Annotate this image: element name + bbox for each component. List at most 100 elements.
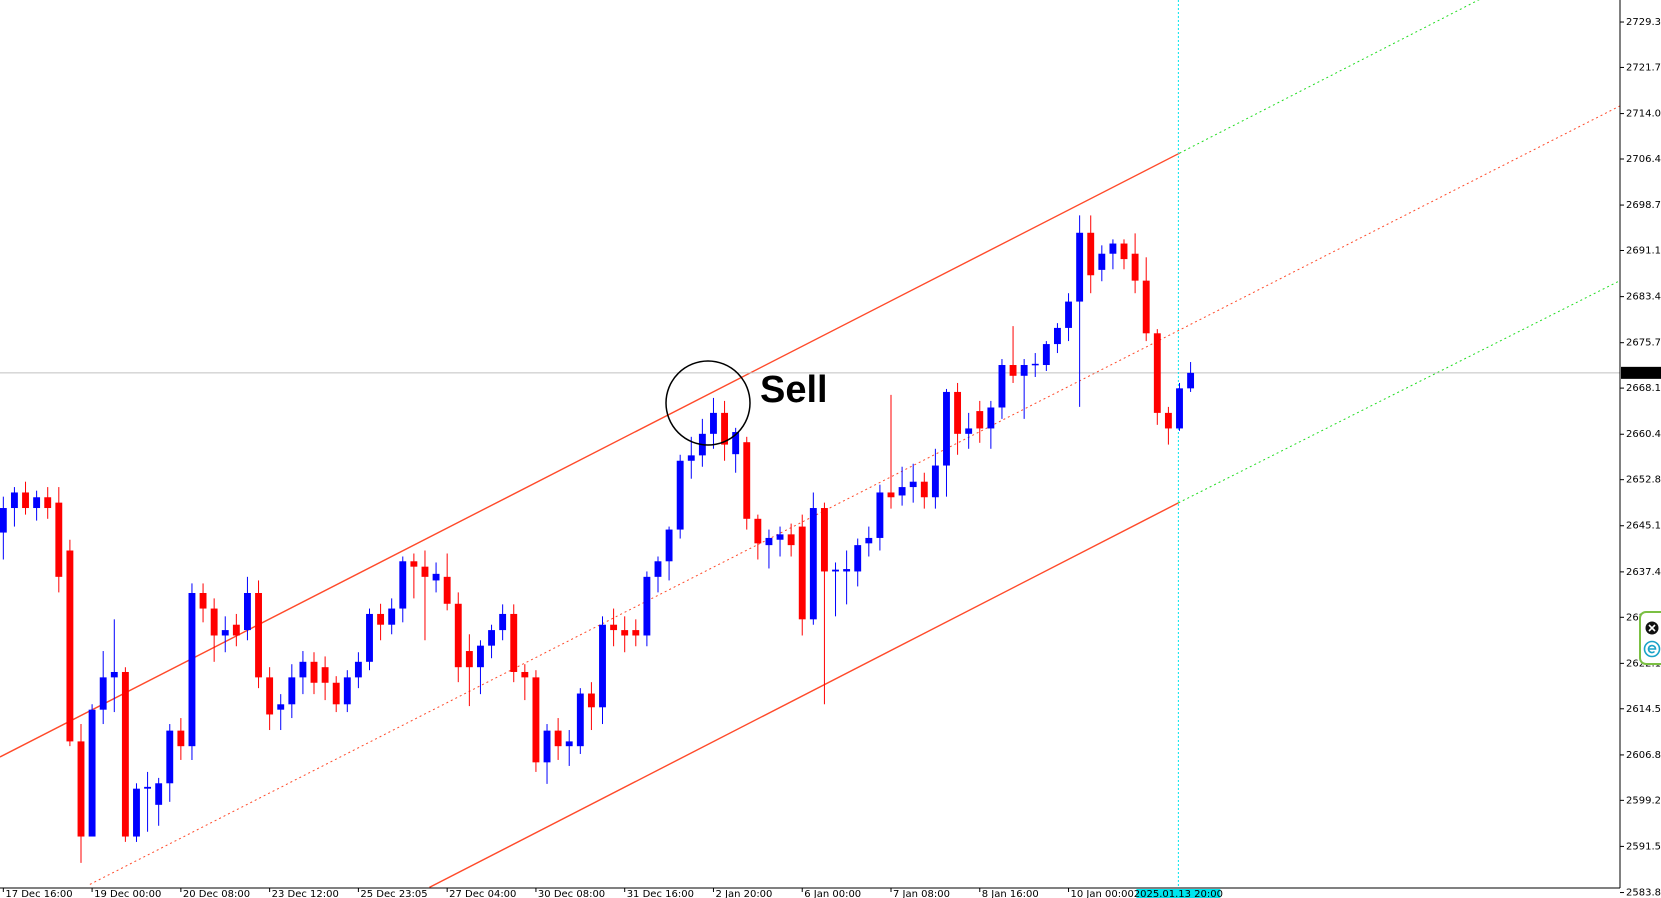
candle-body	[454, 603, 462, 668]
candle-body	[587, 693, 595, 708]
last-price-box	[1621, 366, 1661, 379]
candle-body	[543, 730, 551, 763]
candle-body	[521, 671, 529, 678]
candle-body	[1076, 232, 1084, 302]
y-tick-label: 2668.14	[1626, 383, 1661, 394]
candle-body	[554, 730, 562, 747]
candle-body	[77, 741, 85, 837]
x-tick-label: 10 Jan 00:00	[1071, 889, 1134, 898]
y-tick-label: 2714.02	[1626, 109, 1661, 120]
x-tick-label: 30 Dec 08:00	[538, 889, 605, 898]
y-tick-label: 2652.84	[1626, 475, 1661, 486]
candle-body	[1098, 253, 1106, 270]
candle-body	[510, 613, 518, 672]
candle-body	[843, 569, 851, 572]
y-tick-label: 2660.43	[1626, 429, 1661, 440]
candle-body	[943, 391, 950, 466]
candle-body	[965, 428, 973, 434]
candle-body	[210, 608, 218, 636]
candle-body	[243, 592, 251, 631]
candle-body	[377, 613, 385, 625]
annotation-text: Sell	[760, 369, 828, 411]
x-tick-label: 27 Dec 04:00	[449, 889, 516, 898]
candle-body	[931, 465, 939, 498]
candle-body	[787, 534, 795, 546]
candle-body	[809, 508, 817, 620]
candle-body	[121, 671, 129, 837]
candle-body	[820, 508, 828, 572]
candle-body	[144, 786, 152, 789]
candle-body	[676, 460, 684, 530]
candle-body	[232, 624, 240, 636]
candle-body	[1042, 344, 1050, 366]
candle-body	[876, 492, 884, 538]
candle-body	[632, 630, 640, 636]
candle-body	[1087, 232, 1095, 276]
candle-body	[998, 365, 1006, 408]
y-tick-label: 2645.14	[1626, 521, 1661, 532]
candle-body	[288, 677, 296, 705]
candle-body	[1020, 365, 1028, 376]
trendline	[1178, 280, 1620, 504]
y-tick-label: 2698.73	[1626, 200, 1661, 211]
candle-body	[909, 481, 917, 488]
x-tick-label: 6 Jan 00:00	[804, 889, 861, 898]
x-tick-label: 8 Jan 16:00	[982, 889, 1039, 898]
candle-body	[221, 630, 229, 636]
candle-body	[1053, 327, 1061, 345]
candle-body	[920, 481, 928, 498]
candle-body	[721, 412, 729, 445]
candle-body	[421, 566, 429, 577]
candle-body	[1187, 372, 1195, 389]
candle-body	[610, 624, 618, 631]
side-icons[interactable]	[1639, 611, 1661, 665]
x-tick-label: 31 Dec 16:00	[627, 889, 694, 898]
y-tick-label: 2599.25	[1626, 795, 1661, 806]
y-tick-label: 2606.84	[1626, 750, 1661, 761]
candle-body	[399, 561, 407, 609]
candle-body	[44, 497, 52, 509]
candle-body	[1142, 280, 1150, 334]
y-tick-label: 2591.55	[1626, 841, 1661, 852]
candle-body	[255, 592, 262, 678]
candle-body	[133, 788, 140, 837]
candle-body	[1065, 301, 1072, 328]
candle-body	[887, 492, 895, 498]
candle-body	[477, 645, 484, 668]
candle-body	[321, 667, 329, 683]
candle-body	[898, 487, 906, 496]
candle-body	[166, 730, 174, 784]
candle-body	[432, 573, 440, 581]
candle-body	[277, 704, 285, 710]
candle-body	[199, 592, 207, 609]
candle-body	[188, 592, 196, 747]
candle-body	[976, 411, 984, 429]
candle-body	[1120, 243, 1128, 260]
candle-body	[576, 693, 584, 747]
annotation-circle	[665, 360, 751, 446]
y-tick-label: 2675.73	[1626, 338, 1661, 349]
y-tick-label: 2691.14	[1626, 245, 1661, 256]
candle-body	[665, 529, 673, 562]
x-tick-label: 20 Dec 08:00	[183, 889, 250, 898]
candle-body	[366, 613, 373, 662]
candle-body	[310, 661, 318, 683]
candle-body	[465, 651, 473, 668]
crosshair-label-box	[1136, 889, 1221, 898]
y-tick-label: 2706.43	[1626, 154, 1661, 165]
candle-body	[1109, 243, 1117, 254]
candle-body	[10, 492, 18, 509]
candle-body	[388, 608, 396, 625]
crosshair-label: 2025.01.13 20:00	[1134, 889, 1223, 898]
candle-body	[266, 677, 274, 715]
candle-body	[854, 545, 862, 572]
candle-body	[99, 677, 107, 710]
candle-body	[55, 502, 63, 577]
candle-body	[1031, 363, 1039, 366]
x-tick-label: 23 Dec 12:00	[272, 889, 339, 898]
trendline	[0, 152, 1180, 758]
y-tick-label: 2637.43	[1626, 567, 1661, 578]
candle-body	[776, 534, 784, 540]
